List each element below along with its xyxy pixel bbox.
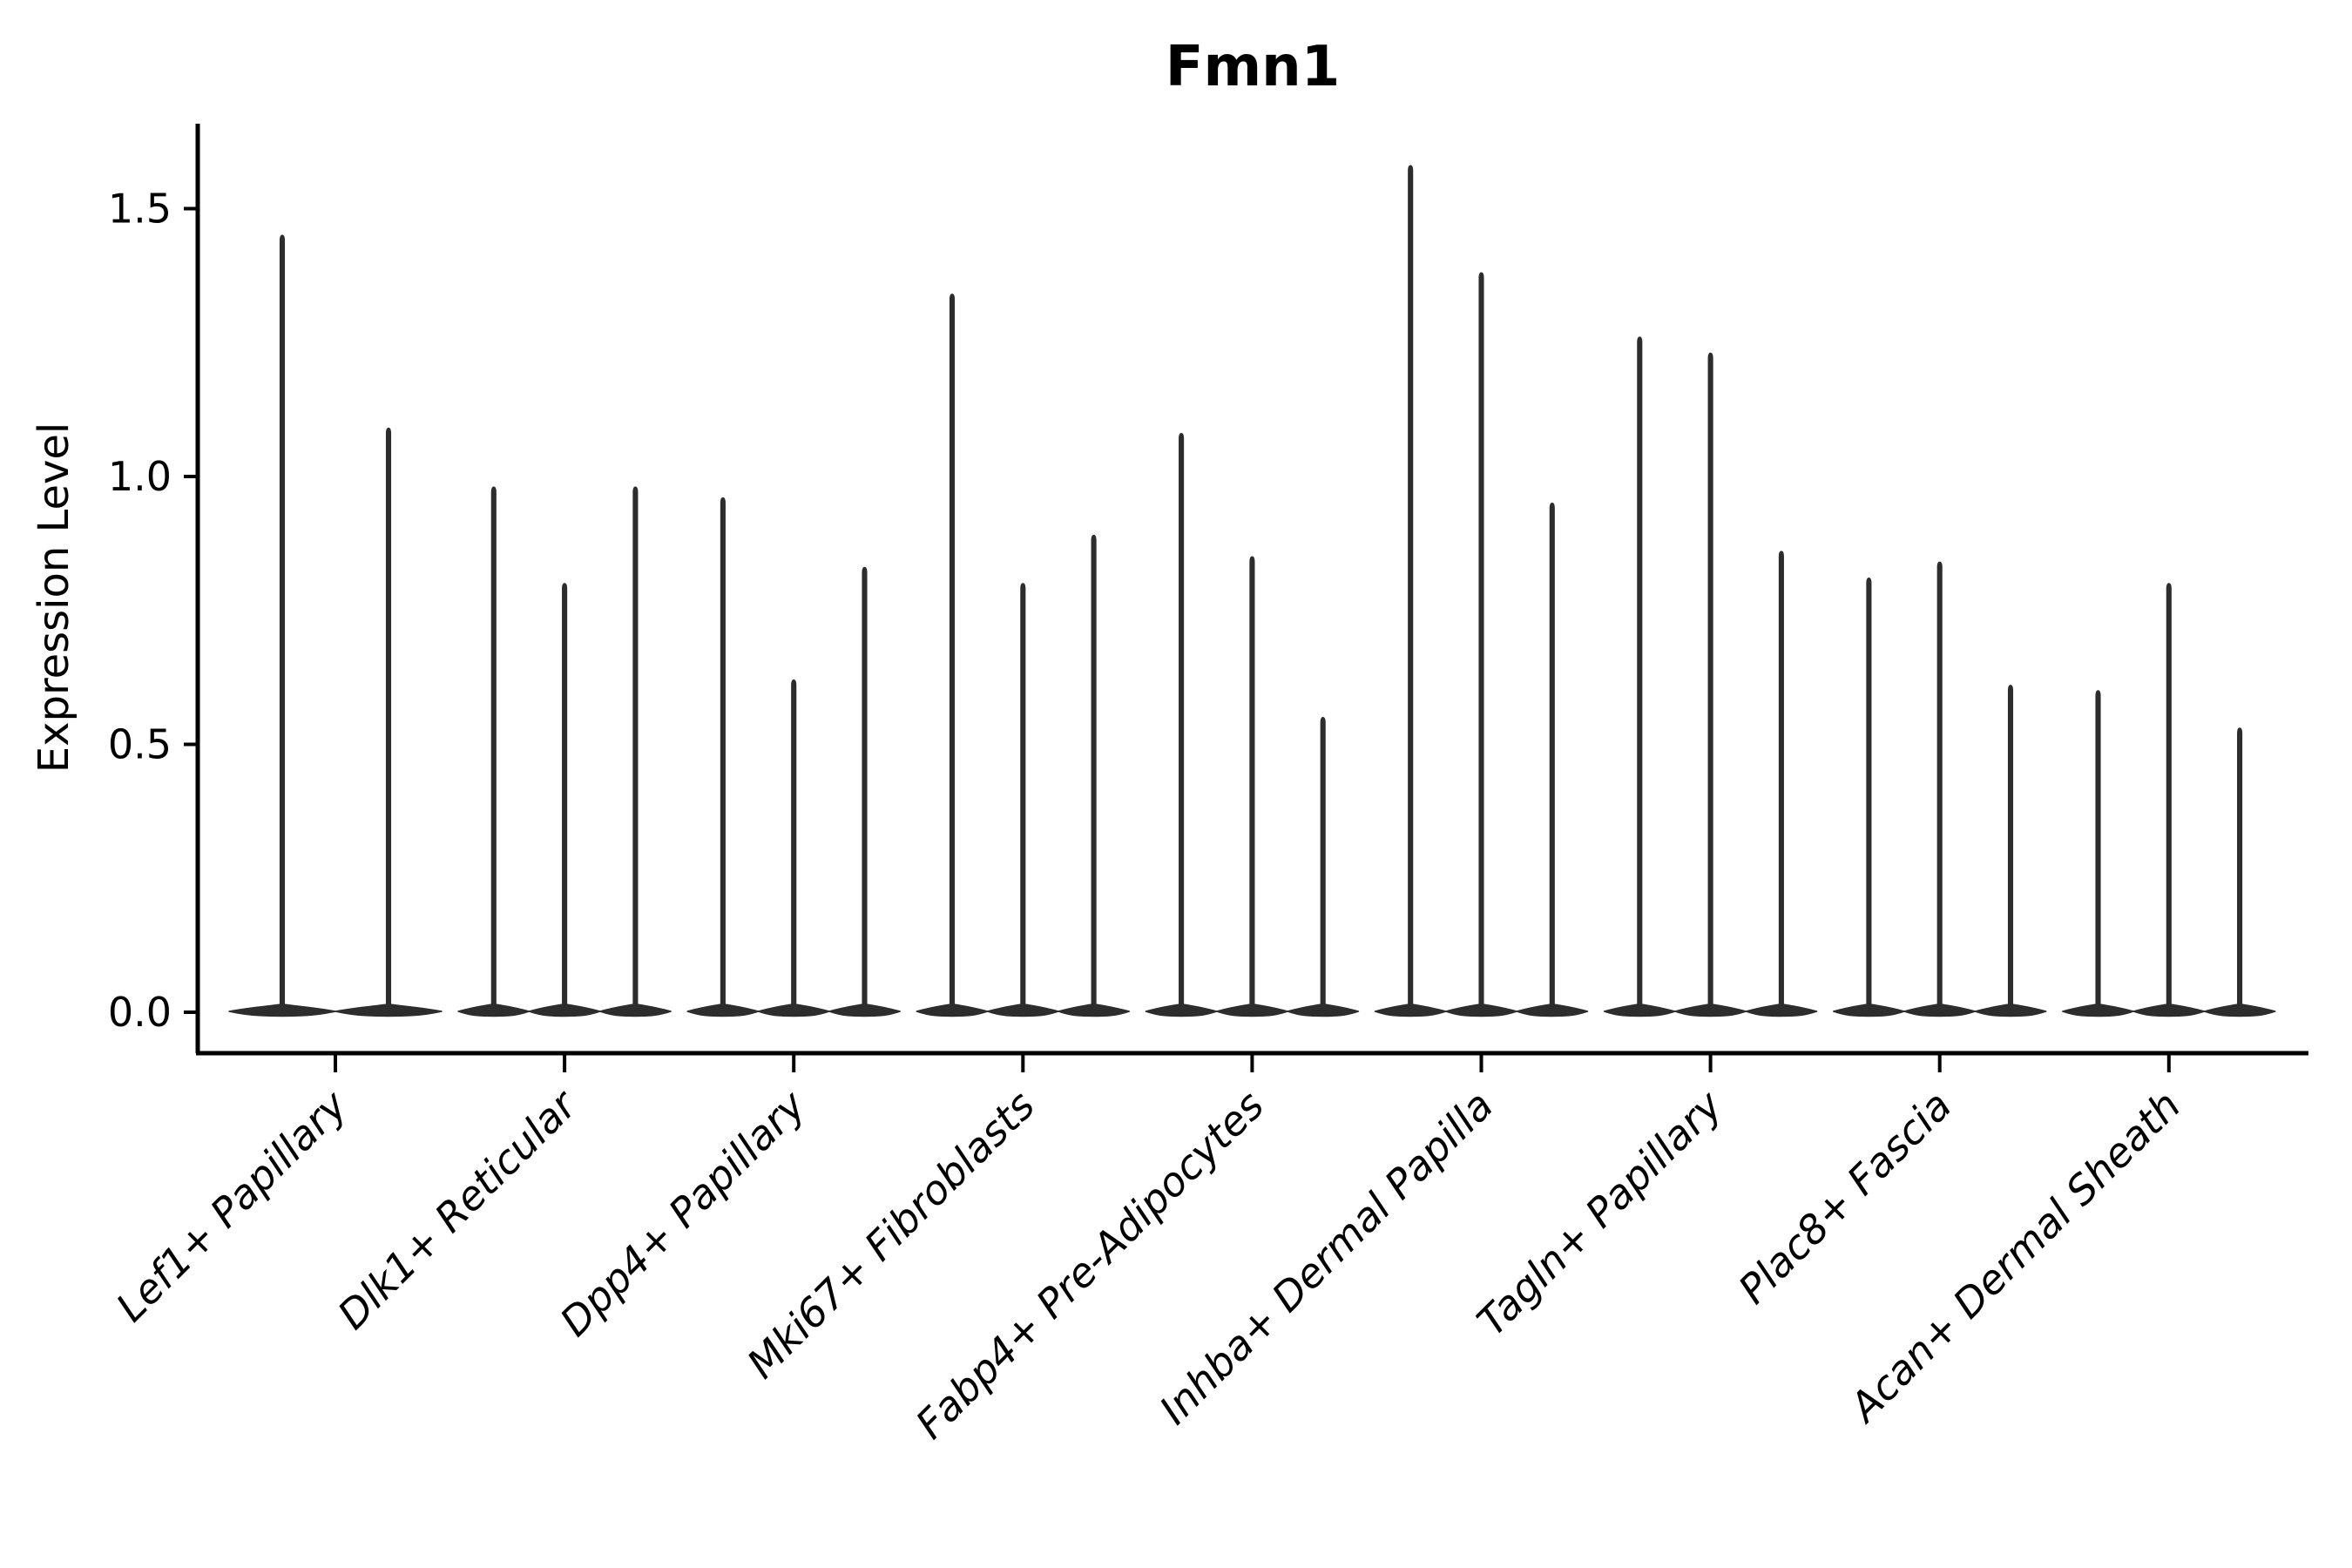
violin xyxy=(986,583,1059,1017)
violin xyxy=(2203,727,2276,1017)
violin xyxy=(528,583,601,1017)
y-axis-label: Expression Level xyxy=(30,422,78,774)
violin xyxy=(1145,433,1218,1017)
violin xyxy=(757,679,830,1017)
violin xyxy=(1974,685,2047,1017)
violin xyxy=(1832,578,1905,1017)
y-tick-label: 0.0 xyxy=(108,989,172,1036)
violin xyxy=(1058,534,1131,1017)
violin xyxy=(1215,556,1288,1017)
violin xyxy=(1603,336,1676,1017)
violin xyxy=(1674,352,1747,1017)
violin xyxy=(1445,272,1517,1017)
x-tick-label: Tagln+ Papillary xyxy=(1468,1081,1732,1345)
y-tick-label: 0.5 xyxy=(108,721,172,768)
violin xyxy=(599,486,672,1017)
violin xyxy=(1287,717,1360,1017)
violin xyxy=(335,427,443,1017)
violin xyxy=(1516,503,1589,1017)
violin xyxy=(1745,551,1818,1017)
chart-title: Fmn1 xyxy=(1166,35,1341,99)
x-tick-label: Dpp4+ Papillary xyxy=(551,1081,814,1345)
axes-layer xyxy=(184,124,2308,1072)
violin xyxy=(2062,690,2134,1017)
x-tick-label: Plac8+ Fascia xyxy=(1729,1082,1960,1313)
violin xyxy=(228,234,336,1017)
y-tick-label: 1.5 xyxy=(108,186,172,233)
violin xyxy=(916,294,989,1017)
violin-layer xyxy=(228,165,2276,1017)
violin xyxy=(1374,165,1447,1017)
violin xyxy=(457,486,531,1017)
x-tick-label: Dlk1+ Reticular xyxy=(328,1079,587,1338)
violin xyxy=(2132,583,2206,1017)
violin xyxy=(686,497,760,1017)
y-tick-label: 1.0 xyxy=(108,453,172,500)
violin xyxy=(1903,561,1977,1017)
x-tick-label: Lef1+ Papillary xyxy=(107,1081,356,1330)
violin xyxy=(828,566,901,1017)
